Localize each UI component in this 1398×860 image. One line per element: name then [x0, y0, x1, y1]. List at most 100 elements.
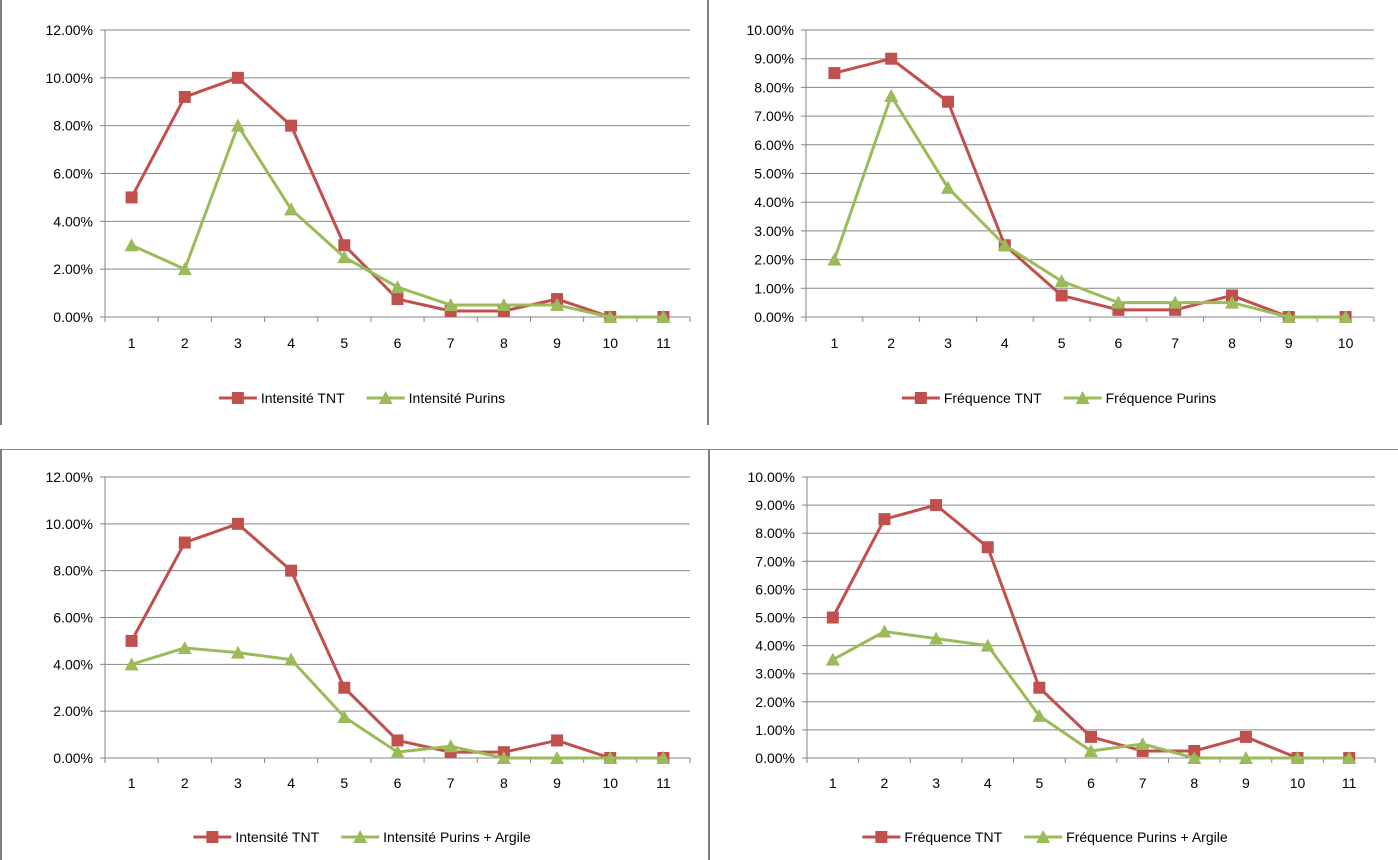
data-point-0	[178, 90, 191, 103]
legend-marker	[378, 391, 393, 404]
data-point-0	[391, 293, 404, 306]
x-tick-label: 1	[829, 775, 837, 791]
legend: Fréquence TNT Fréquence Purins	[901, 390, 1217, 406]
line-chart: 0.00% 2.00% 4.00% 6.00% 8.00% 10.00% 12.00% 1 2 3…	[46, 469, 691, 845]
x-tick-label: 3	[234, 335, 242, 351]
series-line-0	[831, 503, 1350, 760]
data-point-0	[231, 71, 244, 84]
y-tick-label: 2.00%	[53, 261, 93, 277]
data-point-1	[1225, 295, 1239, 309]
data-point-1	[980, 638, 995, 652]
x-tick-label: 11	[1342, 775, 1357, 791]
data-point-1	[550, 751, 565, 764]
x-tick-label: 11	[656, 335, 671, 351]
y-tick-label: 6.00%	[53, 166, 93, 182]
data-point-1	[284, 652, 299, 666]
y-tick-label: 7.00%	[754, 108, 794, 124]
data-point-1	[124, 238, 139, 252]
data-point-1	[1135, 736, 1150, 750]
x-tick-label: 10	[1290, 775, 1306, 791]
x-tick-label: 8	[500, 775, 508, 791]
data-point-1	[284, 202, 299, 216]
data-point-1	[337, 710, 352, 724]
data-point-0	[878, 513, 891, 526]
x-tick-label: 10	[602, 775, 618, 791]
y-tick-label: 9.00%	[754, 51, 794, 67]
data-point-1	[230, 645, 245, 659]
data-point-1	[496, 751, 511, 764]
legend: Intensité TNT Intensité Purins + Argile	[193, 829, 531, 845]
legend-label: Fréquence TNT	[904, 829, 1002, 845]
line-chart: 0.00% 2.00% 4.00% 6.00% 8.00% 10.00% 12.00% 1 2 3…	[46, 22, 691, 406]
x-tick-label: 6	[1087, 775, 1095, 791]
data-point-1	[1281, 310, 1296, 323]
legend-label: Fréquence Purins + Argile	[1066, 829, 1228, 845]
data-point-0	[338, 681, 351, 694]
y-tick-label: 4.00%	[53, 213, 93, 229]
legend-marker	[875, 831, 888, 843]
x-tick-label: 2	[881, 775, 889, 791]
chart-panel-intensite-purins: 0.00% 2.00% 4.00% 6.00% 8.00% 10.00% 12.00% 1 2 3…	[0, 0, 709, 425]
data-point-0	[885, 52, 898, 65]
x-tick-label: 11	[656, 775, 671, 791]
data-point-1	[656, 751, 671, 764]
legend-label: Fréquence Purins	[1106, 390, 1217, 406]
data-point-0	[1239, 730, 1252, 743]
data-point-0	[551, 734, 564, 747]
line-chart: 0.00% 1.00% 2.00% 3.00% 4.00% 5.00% 6.00% 7.00%…	[747, 22, 1375, 406]
y-tick-label: 5.00%	[755, 610, 795, 626]
data-point-1	[603, 751, 618, 764]
data-point-1	[1238, 751, 1253, 764]
data-point-0	[1226, 289, 1238, 302]
x-tick-label: 2	[887, 335, 895, 351]
x-tick-label: 10	[602, 335, 618, 351]
data-point-0	[285, 119, 298, 132]
data-point-1	[1032, 708, 1047, 722]
x-tick-label: 5	[1058, 335, 1066, 351]
legend-label: Intensité TNT	[235, 829, 319, 845]
y-tick-label: 10.00%	[747, 22, 794, 38]
chart-panel-intensite-argile: 0.00% 2.00% 4.00% 6.00% 8.00% 10.00% 12.00% 1 2 3…	[0, 449, 709, 860]
data-point-1	[337, 250, 352, 264]
y-tick-label: 6.00%	[754, 137, 794, 153]
x-tick-label: 5	[340, 775, 348, 791]
x-tick-label: 6	[1115, 335, 1123, 351]
data-point-0	[178, 536, 191, 549]
data-point-1	[443, 298, 458, 312]
data-point-0	[231, 517, 244, 530]
y-tick-label: 10.00%	[46, 70, 93, 86]
y-tick-label: 1.00%	[754, 280, 794, 296]
y-tick-label: 2.00%	[755, 694, 795, 710]
legend-label: Intensité Purins + Argile	[383, 829, 531, 845]
data-point-0	[1188, 744, 1201, 757]
x-tick-label: 1	[128, 775, 136, 791]
data-point-1	[124, 657, 139, 671]
x-tick-label: 8	[500, 335, 508, 351]
y-tick-label: 1.00%	[755, 722, 795, 738]
y-tick-label: 2.00%	[754, 252, 794, 268]
y-tick-label: 6.00%	[755, 581, 795, 597]
data-point-1	[1084, 743, 1098, 757]
data-point-0	[391, 734, 404, 747]
data-point-1	[390, 745, 405, 759]
x-tick-label: 4	[287, 775, 295, 791]
x-tick-label: 2	[181, 335, 189, 351]
legend: Fréquence TNT Fréquence Purins + Argile	[862, 829, 1228, 845]
series-line-0	[130, 522, 664, 760]
y-tick-label: 0.00%	[53, 750, 93, 766]
x-tick-label: 8	[1228, 335, 1236, 351]
x-tick-label: 4	[1001, 335, 1009, 351]
data-point-1	[1168, 295, 1183, 309]
y-tick-label: 8.00%	[754, 79, 794, 95]
data-point-1	[929, 631, 944, 645]
data-point-1	[884, 89, 899, 103]
data-point-1	[390, 280, 405, 294]
x-tick-label: 10	[1338, 335, 1354, 351]
x-tick-label: 3	[932, 775, 940, 791]
y-tick-label: 0.00%	[53, 309, 93, 325]
x-tick-label: 4	[287, 335, 295, 351]
x-tick-label: 3	[234, 775, 242, 791]
y-tick-label: 8.00%	[53, 563, 93, 579]
x-tick-label: 9	[1242, 775, 1250, 791]
data-point-1	[827, 252, 842, 266]
